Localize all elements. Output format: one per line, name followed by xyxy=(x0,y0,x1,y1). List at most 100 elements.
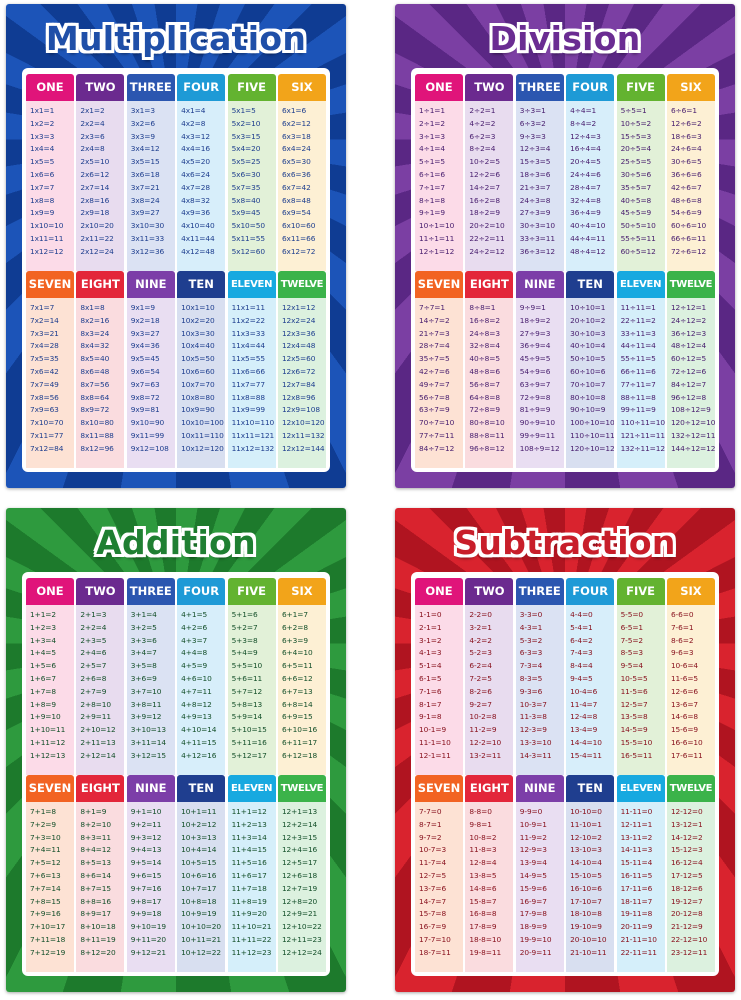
fact-table-four: FOUR 4÷4=1 8÷4=2 12÷4=3 16÷4=4 20÷4=5 24÷4=6 28… xyxy=(566,74,615,271)
fact-line: 45÷9=5 xyxy=(519,354,551,364)
fact-table-two: TWO 2x1=2 2x2=4 2x3=6 2x4=8 2x5=10 2x6=12 2x7=1… xyxy=(76,74,125,271)
fact-line: 7+9=16 xyxy=(30,909,61,919)
fact-table-one: ONE 1÷1=1 2÷1=2 3÷1=3 4÷1=4 5÷1=5 6÷1=6 7÷1=7 8÷… xyxy=(415,74,463,271)
fact-line: 15÷3=5 xyxy=(519,157,551,167)
fact-line: 19-12=7 xyxy=(670,896,703,906)
fact-line: 9x9=81 xyxy=(130,405,160,415)
fact-line: 15-9=6 xyxy=(519,883,547,893)
fact-table-header: SIX xyxy=(277,74,326,101)
fact-line: 63÷7=9 xyxy=(419,405,450,415)
fact-line: 14-4=10 xyxy=(570,737,602,747)
fact-line: 3-2=1 xyxy=(469,622,492,632)
fact-line: 17-8=9 xyxy=(469,922,497,932)
fact-table-five: FIVE 5-5=0 6-5=1 7-5=2 8-5=3 9-5=4 10-5=5 11-5=… xyxy=(616,578,665,775)
fact-line: 40÷8=5 xyxy=(469,354,500,364)
fact-line: 8-7=1 xyxy=(419,819,442,829)
fact-table-header: TWO xyxy=(76,74,125,101)
fact-line: 20-10=10 xyxy=(570,934,607,944)
fact-line: 96÷8=12 xyxy=(469,443,505,453)
fact-line: 5+4=9 xyxy=(231,648,258,658)
fact-table-body: 8-8=0 9-8=1 10-8=2 11-8=3 12-8=4 13-8=5 14-8=6… xyxy=(465,802,514,972)
fact-line: 10+7=17 xyxy=(181,883,217,893)
fact-line: 6x4=24 xyxy=(281,144,311,154)
fact-line: 11x4=44 xyxy=(231,341,265,351)
fact-line: 14-8=6 xyxy=(469,883,497,893)
fact-line: 16÷8=2 xyxy=(469,315,500,325)
fact-line: 48÷6=8 xyxy=(670,195,702,205)
fact-table-nine: NINE 9+1=10 9+2=11 9+3=12 9+4=13 9+5=14 9+6=15… xyxy=(126,775,175,972)
fact-table-five: FIVE 5+1=6 5+2=7 5+3=8 5+4=9 5+5=10 5+6=11 5+7=… xyxy=(227,578,276,775)
fact-line: 17-7=10 xyxy=(419,934,451,944)
fact-line: 12-1=11 xyxy=(419,750,451,760)
fact-line: 6x11=66 xyxy=(281,233,316,243)
fact-table-header: ELEVEN xyxy=(227,271,276,298)
fact-table-header: ONE xyxy=(415,578,463,605)
fact-line: 9+11=20 xyxy=(130,934,166,944)
fact-table-eight: EIGHT 8x1=8 8x2=16 8x3=24 8x4=32 8x5=40 8x6=48… xyxy=(76,271,125,468)
fact-line: 2÷1=2 xyxy=(419,118,445,128)
fact-line: 2+6=8 xyxy=(80,673,107,683)
fact-line: 40÷4=10 xyxy=(570,221,606,231)
fact-line: 12-5=7 xyxy=(620,699,648,709)
fact-table-three: THREE 3x1=3 3x2=6 3x3=9 3x4=12 3x5=15 3x6=18 3x… xyxy=(126,74,175,271)
fact-line: 3+3=6 xyxy=(130,635,157,645)
fact-line: 7x3=21 xyxy=(30,328,59,338)
fact-line: 60÷6=10 xyxy=(670,221,707,231)
fact-line: 1+4=5 xyxy=(30,648,56,658)
poster-title: Subtraction xyxy=(454,523,676,562)
fact-table-body: 8+1=9 8+2=10 8+3=11 8+4=12 8+5=13 8+6=14 8+7=1… xyxy=(76,802,125,972)
fact-line: 5+9=14 xyxy=(231,712,263,722)
fact-line: 13-2=11 xyxy=(469,750,502,760)
fact-line: 9÷9=1 xyxy=(519,303,546,312)
fact-line: 84÷7=12 xyxy=(419,443,455,453)
fact-line: 24÷2=12 xyxy=(469,246,505,256)
fact-line: 60÷5=12 xyxy=(620,246,656,256)
fact-table-row: ONE 1÷1=1 2÷1=2 3÷1=3 4÷1=4 5÷1=5 6÷1=6 7÷1=7 8÷… xyxy=(415,74,715,271)
fact-line: 132÷11=12 xyxy=(620,443,665,453)
fact-line: 12÷1=12 xyxy=(419,246,455,256)
fact-line: 5+2=7 xyxy=(231,622,258,632)
fact-line: 7-5=2 xyxy=(620,635,644,645)
fact-line: 2x11=22 xyxy=(80,233,114,243)
fact-line: 77÷11=7 xyxy=(620,379,656,389)
fact-line: 8x10=80 xyxy=(80,418,114,428)
fact-line: 12-3=9 xyxy=(519,725,547,735)
fact-line: 5+12=17 xyxy=(231,750,267,760)
fact-table-header: TWO xyxy=(465,74,514,101)
fact-table-six: SIX 6x1=6 6x2=12 6x3=18 6x4=24 6x5=30 6x6=36 6x… xyxy=(277,74,326,271)
fact-line: 7+7=14 xyxy=(30,883,61,893)
fact-line: 21-11=10 xyxy=(620,934,657,944)
fact-line: 5x12=60 xyxy=(231,246,265,256)
fact-line: 9+12=21 xyxy=(130,947,166,957)
fact-line: 11-1=10 xyxy=(419,737,451,747)
fact-table-body: 2x1=2 2x2=4 2x3=6 2x4=8 2x5=10 2x6=12 2x7=14 2x… xyxy=(76,101,125,271)
fact-line: 5+8=13 xyxy=(231,699,263,709)
fact-line: 35÷5=7 xyxy=(620,182,652,192)
fact-line: 7-1=6 xyxy=(419,686,442,696)
fact-line: 45÷5=9 xyxy=(620,208,652,218)
fact-line: 66÷6=11 xyxy=(670,233,707,243)
fact-line: 9÷1=9 xyxy=(419,208,445,218)
fact-line: 10x11=110 xyxy=(181,430,224,440)
fact-line: 2+3=5 xyxy=(80,635,107,645)
fact-line: 18-8=10 xyxy=(469,934,502,944)
fact-line: 12x2=24 xyxy=(281,315,316,325)
fact-line: 6x7=42 xyxy=(281,182,311,192)
fact-line: 4x4=16 xyxy=(181,144,210,154)
fact-line: 10÷5=2 xyxy=(620,118,652,128)
fact-line: 12-2=10 xyxy=(469,737,502,747)
fact-line: 10+6=16 xyxy=(181,870,217,880)
fact-table-body: 6x1=6 6x2=12 6x3=18 6x4=24 6x5=30 6x6=36 6x7=4… xyxy=(277,101,326,271)
fact-line: 72÷9=8 xyxy=(519,392,551,402)
fact-line: 9+7=16 xyxy=(130,883,162,893)
fact-table-eight: EIGHT 8÷8=1 16÷8=2 24÷8=3 32÷8=4 40÷8=5 48÷8=6… xyxy=(465,271,514,468)
fact-table-body: 10x1=10 10x2=20 10x3=30 10x4=40 10x5=50 10x6=… xyxy=(177,298,226,468)
fact-line: 8-6=2 xyxy=(670,635,694,645)
poster-title: Addition xyxy=(96,523,256,562)
fact-line: 12+5=17 xyxy=(281,858,318,868)
fact-line: 10+2=12 xyxy=(181,819,217,829)
fact-line: 24÷12=2 xyxy=(670,315,707,325)
fact-table-header: SIX xyxy=(666,578,715,605)
fact-line: 13-4=9 xyxy=(570,725,598,735)
fact-line: 8+8=16 xyxy=(80,896,111,906)
